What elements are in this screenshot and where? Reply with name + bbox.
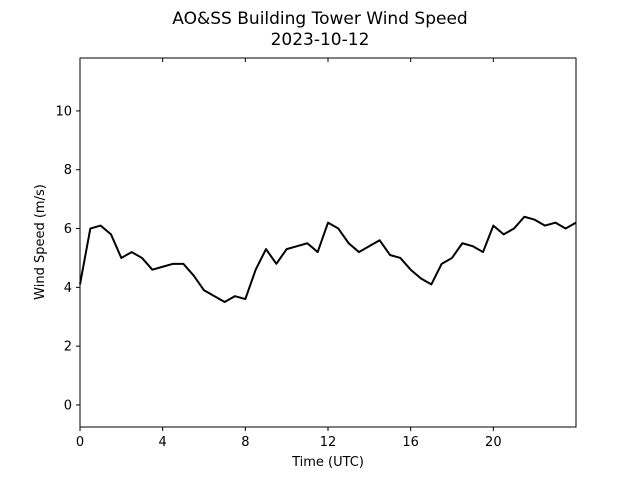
chart-subtitle: 2023-10-12 (271, 30, 370, 50)
x-tick-label: 0 (76, 435, 84, 450)
wind-speed-series-line (79, 215, 577, 304)
y-tick-label: 6 (64, 222, 72, 237)
y-tick-label: 8 (64, 163, 72, 178)
chart-title: AO&SS Building Tower Wind Speed (172, 9, 467, 29)
x-tick-label: 20 (485, 435, 502, 450)
y-tick-label: 4 (64, 281, 72, 296)
x-tick-label: 4 (159, 435, 167, 450)
x-tick-label: 8 (241, 435, 249, 450)
x-tick-label: 12 (320, 435, 337, 450)
y-axis-label: Wind Speed (m/s) (33, 184, 48, 300)
y-tick-label: 10 (55, 104, 72, 119)
y-axis: 0 2 4 6 8 10 (55, 104, 80, 413)
plot-frame (79, 57, 577, 428)
x-axis-label: Time (UTC) (291, 455, 364, 470)
x-axis: 0 4 8 12 16 20 (76, 58, 502, 450)
y-tick-label: 2 (64, 340, 72, 355)
x-tick-label: 16 (402, 435, 419, 450)
plot-area: 0 4 8 12 16 20 0 2 4 6 8 10 (55, 57, 577, 450)
y-tick-label: 0 (64, 398, 72, 413)
